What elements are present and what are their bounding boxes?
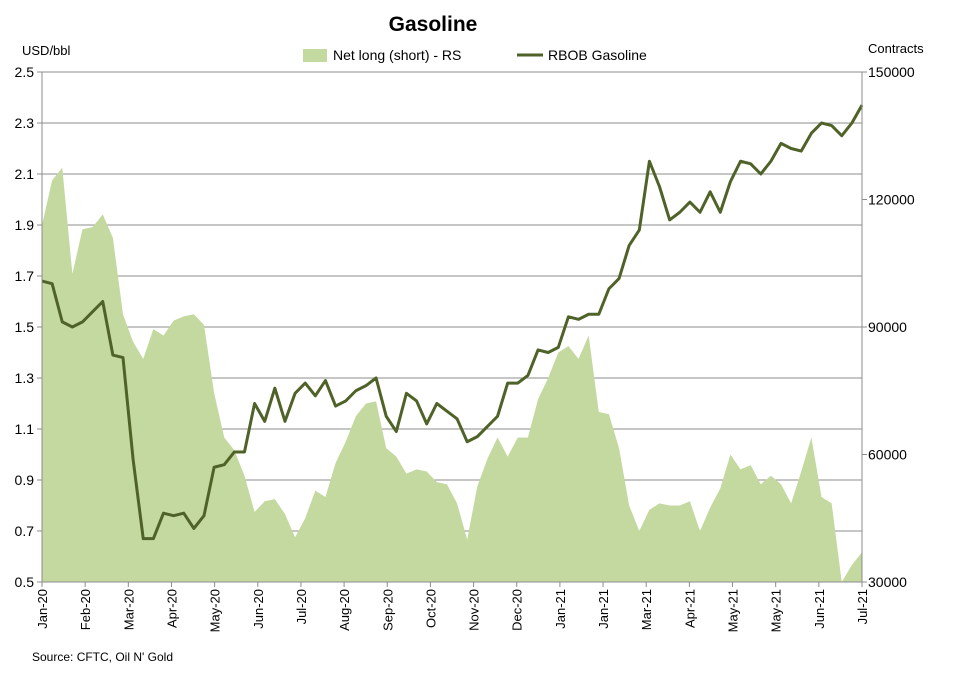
x-tick-label: May-21 (769, 589, 784, 632)
x-tick-label: May-20 (208, 589, 223, 632)
right-tick-label: 120000 (868, 192, 915, 208)
x-tick-label: Dec-20 (510, 589, 525, 631)
legend-label-net-long: Net long (short) - RS (333, 47, 461, 63)
x-tick-label: Feb-20 (78, 589, 93, 630)
left-tick-label: 2.3 (15, 115, 35, 131)
rbob-gasoline-line (41, 104, 864, 541)
left-tick-label: 1.7 (15, 268, 35, 284)
left-tick-label: 0.5 (15, 574, 35, 590)
legend-swatch-net-long (303, 49, 327, 62)
left-tick-label: 2.5 (15, 64, 35, 80)
x-tick-label: Apr-21 (682, 589, 697, 628)
x-tick-label: Mar-20 (121, 589, 136, 630)
left-tick-label: 0.9 (15, 472, 35, 488)
x-tick-label: Jan-20 (35, 589, 50, 629)
x-tick-label: Jan-21 (553, 589, 568, 629)
legend: Net long (short) - RS RBOB Gasoline (303, 47, 647, 63)
x-tick-label: Jun-20 (251, 589, 266, 629)
x-tick-label: Nov-20 (467, 589, 482, 631)
x-tick-label: Sep-20 (380, 589, 395, 631)
right-tick-label: 60000 (868, 447, 907, 463)
x-tick-label: Apr-20 (164, 589, 179, 628)
x-tick-label: Jul-21 (855, 589, 870, 624)
left-tick-label: 0.7 (15, 523, 35, 539)
left-tick-label: 2.1 (15, 166, 35, 182)
x-tick-label: May-21 (726, 589, 741, 632)
x-tick-label: Jul-20 (294, 589, 309, 624)
chart-title: Gasoline (389, 13, 478, 36)
x-tick-label: Aug-20 (337, 589, 352, 631)
x-tick-label: Jan-21 (596, 589, 611, 629)
left-tick-label: 1.3 (15, 370, 35, 386)
right-tick-label: 90000 (868, 319, 907, 335)
left-tick-label: 1.5 (15, 319, 35, 335)
right-tick-label: 150000 (868, 64, 915, 80)
left-axis-ticks: 0.5 0.7 0.9 1.1 1.3 1.5 1.7 1.9 2.1 2.3 2.5 (15, 64, 42, 590)
legend-label-rbob: RBOB Gasoline (548, 47, 647, 63)
right-axis-ticks: 30000 60000 90000 120000 150000 (862, 64, 915, 590)
x-tick-label: Oct-20 (423, 589, 438, 628)
right-tick-label: 30000 (868, 574, 907, 590)
x-tick-label: Jun-21 (812, 589, 827, 629)
x-tick-label: Mar-21 (639, 589, 654, 630)
x-axis-ticks: Jan-20 Feb-20 Mar-20 Apr-20 May-20 Jun-20 Jul-… (35, 582, 870, 632)
left-tick-label: 1.1 (15, 421, 35, 437)
net-long-area (42, 167, 862, 582)
source-note: Source: CFTC, Oil N' Gold (32, 650, 173, 664)
left-tick-label: 1.9 (15, 217, 35, 233)
left-axis-unit-label: USD/bbl (22, 43, 71, 58)
right-axis-unit-label: Contracts (868, 41, 924, 56)
